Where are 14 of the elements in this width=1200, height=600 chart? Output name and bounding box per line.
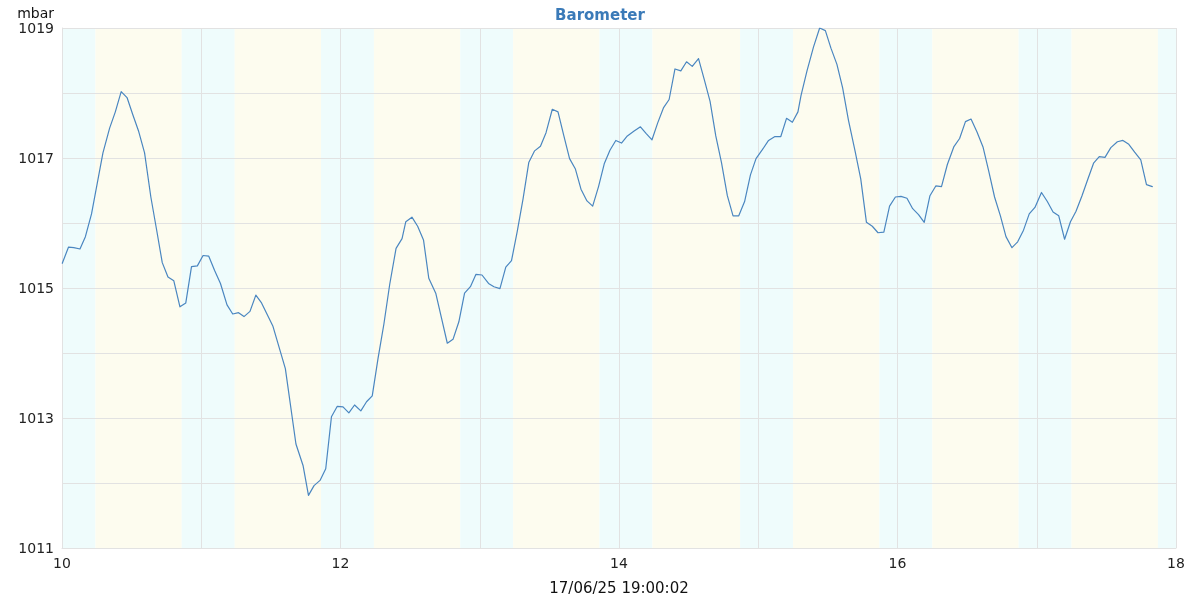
y-tick-label: 1015	[18, 280, 54, 296]
chart-title: Barometer	[555, 5, 646, 24]
x-tick-label: 14	[610, 555, 628, 571]
x-tick-label: 12	[331, 555, 350, 571]
y-tick-label: 1017	[18, 150, 54, 166]
y-tick-label: 1013	[18, 410, 54, 426]
x-tick-label: 18	[1167, 555, 1185, 571]
y-tick-label: 1011	[18, 540, 54, 556]
line-series	[61, 27, 1153, 496]
y-tick-label: 1019	[18, 20, 54, 36]
x-tick-label: 16	[888, 555, 907, 571]
x-axis-title: 17/06/25 19:00:02	[549, 578, 689, 597]
x-tick-label: 10	[53, 555, 71, 571]
y-axis-title: mbar	[17, 5, 55, 21]
